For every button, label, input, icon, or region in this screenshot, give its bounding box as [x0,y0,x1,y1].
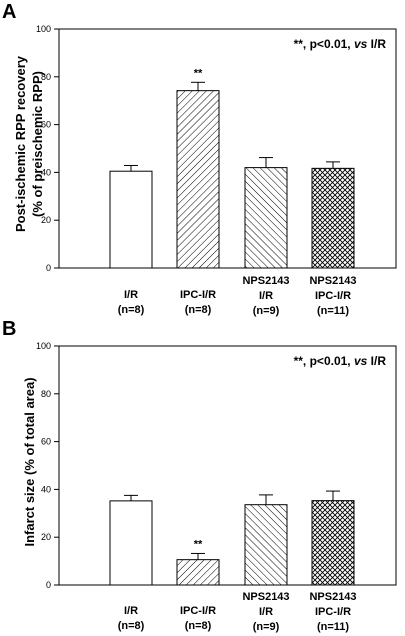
y-tick-label: 80 [41,72,51,82]
panel-a-letter: A [2,1,16,23]
annotation-suffix: I/R [367,354,386,368]
panel-b-letter: B [2,318,16,340]
category-label: (n=9) [253,621,280,633]
panel-b-annotation: **, p<0.01, vs I/R [294,354,387,368]
annotation-prefix: **, p<0.01, [294,354,354,368]
category-label: (n=8) [118,620,145,632]
category-label: IPC-I/R [315,290,351,302]
y-tick-label: 60 [41,120,51,130]
panel-a-chart: A Post-ischemic RPP recovery (% of preis… [2,1,397,317]
category-label: IPC-I/R [180,605,216,617]
category-label: NPS2143 [242,591,289,603]
y-tick-label: 20 [41,215,51,225]
significance-marker: ** [194,67,203,79]
y-tick-label: 60 [41,437,51,447]
category-label: I/R [259,606,273,618]
annotation-vs: vs [354,354,368,368]
category-label: (n=8) [185,304,212,316]
panel-b-chart: B Infarct size (% of total area) **, p<0… [2,318,397,633]
category-label: I/R [259,290,273,302]
bar-4 [311,500,355,586]
category-label: NPS2143 [309,275,356,287]
plot-frame [58,28,397,269]
bar-3 [244,167,288,269]
category-label: I/R [124,289,138,301]
category-label: (n=11) [317,305,349,317]
panel-b-ylabel: Infarct size (% of total area) [22,377,37,546]
y-tick-label: 20 [41,532,51,542]
y-tick-label: 80 [41,389,51,399]
bar-4 [311,167,355,269]
category-label: I/R [124,605,138,617]
bar-1 [109,500,153,586]
category-label: (n=11) [317,621,349,633]
bar-2 [176,559,220,586]
panel-a-ylabel: Post-ischemic RPP recovery [13,55,28,232]
annotation-suffix: I/R [367,37,386,51]
category-label: IPC-I/R [315,606,351,618]
annotation-prefix: **, p<0.01, [294,37,354,51]
y-tick-label: 100 [36,341,51,351]
panel-a-annotation: **, p<0.01, vs I/R [294,37,387,51]
category-label: NPS2143 [309,591,356,603]
plot-frame [58,345,397,586]
bar-1 [109,170,153,269]
y-tick-label: 100 [36,24,51,34]
category-label: IPC-I/R [180,289,216,301]
category-label: (n=8) [118,304,145,316]
bar-2 [176,90,220,269]
bar-3 [244,504,288,586]
category-label: NPS2143 [242,275,289,287]
significance-marker: ** [194,538,203,550]
y-tick-label: 0 [46,580,51,590]
y-tick-label: 40 [41,484,51,494]
y-tick-label: 0 [46,263,51,273]
y-tick-label: 40 [41,167,51,177]
annotation-vs: vs [354,37,368,51]
category-label: (n=9) [253,305,280,317]
category-label: (n=8) [185,620,212,632]
panel-a-ylabel-line2: (% of preischemic RPP) [30,71,45,217]
